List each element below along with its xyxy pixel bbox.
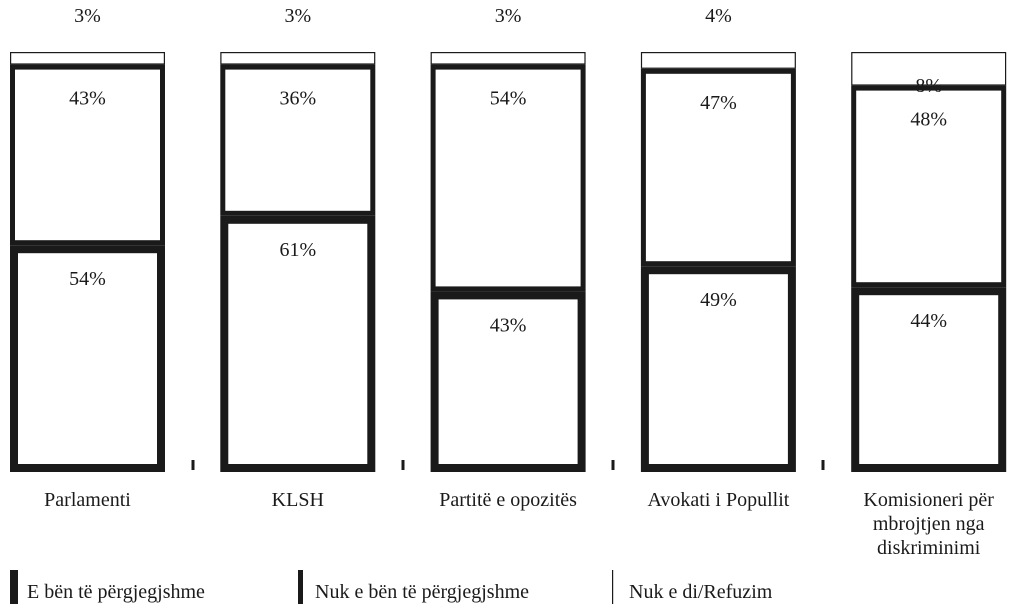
value-label: 3% [495, 5, 522, 27]
separators [191, 460, 825, 470]
x-tick-label: Avokati i Popullit [647, 489, 790, 511]
bar-segment [10, 64, 165, 246]
value-label: 43% [490, 314, 527, 336]
value-label: 48% [910, 109, 947, 131]
bar-segment [10, 51, 166, 65]
bar-segment [851, 51, 1007, 86]
bar-segment [430, 291, 586, 472]
bar-segment [10, 245, 165, 472]
bar-segment [220, 215, 376, 472]
x-tick-label: Partitë e opozitës [439, 489, 577, 511]
legend-swatch [298, 570, 303, 604]
x-tick-label: Parlamenti [44, 489, 131, 511]
value-label: 4% [705, 5, 732, 27]
value-label: 3% [284, 5, 311, 27]
value-label: 61% [279, 239, 316, 261]
value-label: 49% [700, 289, 737, 311]
bar-segment [851, 85, 1007, 288]
legend-swatch [10, 570, 18, 604]
value-label: 54% [69, 268, 106, 290]
bar-segment [430, 51, 586, 65]
value-label: 54% [490, 88, 527, 110]
bar-segment [430, 64, 586, 292]
bar-segment [640, 68, 796, 267]
bar-segment [640, 266, 796, 473]
bar-segment [220, 64, 376, 216]
x-tick-label: KLSH [271, 489, 324, 511]
value-label: 43% [69, 88, 106, 110]
legend-label: Nuk e bën të përgjegjshme [315, 581, 529, 603]
x-tick-label: Komisioneri për mbrojtjen nga diskrimini… [863, 489, 994, 559]
value-label: 8% [915, 75, 942, 97]
bar-segment [220, 51, 376, 65]
bar-segment [640, 51, 796, 69]
bar-segment [851, 287, 1007, 473]
value-label: 44% [910, 310, 947, 332]
legend-swatch [612, 570, 614, 604]
value-label: 36% [279, 88, 316, 110]
legend-label: Nuk e di/Refuzim [629, 581, 773, 603]
legend-label: E bën të përgjegjshme [27, 581, 205, 603]
value-label: 3% [74, 5, 101, 27]
value-label: 47% [700, 92, 737, 114]
